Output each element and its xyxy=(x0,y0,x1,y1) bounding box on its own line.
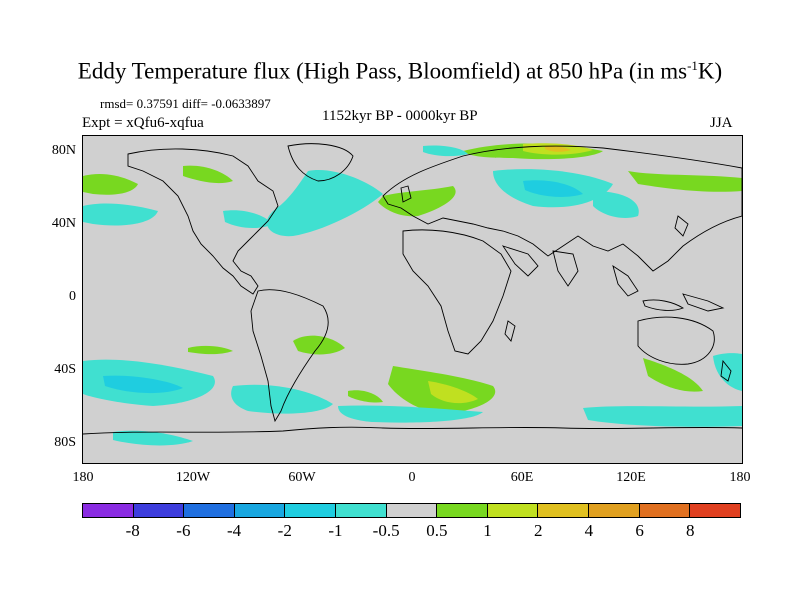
anomaly-patch xyxy=(188,345,233,355)
coastline xyxy=(400,185,412,203)
colorbar-swatch xyxy=(639,504,691,517)
colorbar-swatch xyxy=(386,504,438,517)
x-tick-label: 60W xyxy=(288,470,316,485)
colorbar-label: 6 xyxy=(635,521,644,540)
x-tick-label: 60E xyxy=(510,470,534,485)
colorbar-swatch xyxy=(184,504,235,517)
colorbar-label: -0.5 xyxy=(372,521,400,540)
colorbar-swatch xyxy=(133,504,185,517)
colorbar-label: 4 xyxy=(584,521,594,540)
anomaly-patch xyxy=(593,191,639,218)
anomaly-core xyxy=(523,180,583,197)
period-label: 1152kyr BP - 0000kyr BP xyxy=(322,108,478,124)
anomaly-patch xyxy=(293,335,345,355)
y-tick-label: 0 xyxy=(69,289,76,304)
colorbar-swatch xyxy=(538,504,590,517)
colorbar-swatch xyxy=(285,504,337,517)
colorbar-label: 1 xyxy=(483,521,492,540)
title-tail: K) xyxy=(697,58,723,84)
coastline xyxy=(250,289,329,423)
colorbar-swatch xyxy=(589,504,640,517)
y-tick-label: 40N xyxy=(51,216,76,231)
coastline xyxy=(402,229,512,355)
coastlines xyxy=(83,143,742,435)
title-superscript: -1 xyxy=(687,58,698,73)
colorbar-swatch xyxy=(487,504,539,517)
stats-text: rmsd= 0.37591 diff= -0.0633897 xyxy=(100,96,271,111)
coastline xyxy=(501,245,539,277)
coastline xyxy=(642,299,685,311)
colorbar-label: -8 xyxy=(125,521,140,540)
map-panel xyxy=(82,135,743,464)
x-tick-label: 0 xyxy=(408,470,416,485)
colorbar-label: 0.5 xyxy=(426,521,448,540)
colorbar-label: 8 xyxy=(686,521,695,540)
anomaly-patch xyxy=(231,384,333,414)
anomaly-patch xyxy=(628,171,742,192)
anomaly-patch xyxy=(113,430,193,446)
coastline xyxy=(504,320,516,342)
x-tick-label: 180 xyxy=(729,470,751,485)
coastline xyxy=(720,359,732,382)
colorbar-swatch xyxy=(437,504,488,517)
colorbar-swatch xyxy=(336,504,387,517)
anomaly-patch xyxy=(348,390,383,403)
anomaly-patch xyxy=(83,173,138,195)
colorbar-swatch xyxy=(83,504,134,517)
map-canvas xyxy=(83,143,742,446)
anomaly-core xyxy=(545,145,571,152)
colorbar-label: -4 xyxy=(226,521,242,540)
anomaly-patch xyxy=(83,203,158,226)
anomaly-patch xyxy=(423,145,468,157)
colorbar-swatch xyxy=(690,504,740,517)
y-tick-label: 40S xyxy=(54,362,76,377)
coastline xyxy=(637,316,715,365)
colorbar-label: -2 xyxy=(277,521,292,540)
y-tick-label: 80S xyxy=(54,435,76,450)
x-tick-label: 180 xyxy=(72,470,94,485)
season-label: JJA xyxy=(710,115,733,131)
anomaly-patch xyxy=(643,358,703,392)
colorbar xyxy=(82,503,741,518)
coastline xyxy=(83,426,742,435)
coastline xyxy=(382,145,742,272)
anomaly-patch xyxy=(378,186,456,217)
experiment-label: Expt = xQfu6-xqfua xyxy=(82,115,204,131)
coastline xyxy=(674,215,689,237)
coastline xyxy=(127,148,279,295)
title-main: Eddy Temperature flux (High Pass, Bloomf… xyxy=(77,58,688,84)
anomaly-patch xyxy=(583,406,742,427)
anomaly-core xyxy=(428,381,478,404)
anomaly-patch xyxy=(223,210,273,229)
x-tick-label: 120E xyxy=(616,470,646,485)
figure-title: Eddy Temperature flux (High Pass, Bloomf… xyxy=(0,58,800,85)
colorbar-label: -6 xyxy=(176,521,191,540)
colorbar-swatch xyxy=(234,504,286,517)
coastline xyxy=(287,143,354,182)
anomaly-patch xyxy=(266,170,383,237)
anomaly-patch xyxy=(338,405,483,423)
anomaly-patch xyxy=(183,165,233,184)
y-tick-label: 80N xyxy=(51,143,76,158)
negative-anomaly-cores xyxy=(103,180,583,394)
coastline xyxy=(612,264,639,297)
coastline xyxy=(552,250,579,287)
colorbar-label: -1 xyxy=(328,521,343,540)
x-tick-label: 120W xyxy=(175,470,211,485)
anomaly-core xyxy=(103,375,183,394)
anomaly-patch xyxy=(713,353,742,391)
colorbar-label: 2 xyxy=(533,521,543,540)
coastline xyxy=(682,293,725,312)
